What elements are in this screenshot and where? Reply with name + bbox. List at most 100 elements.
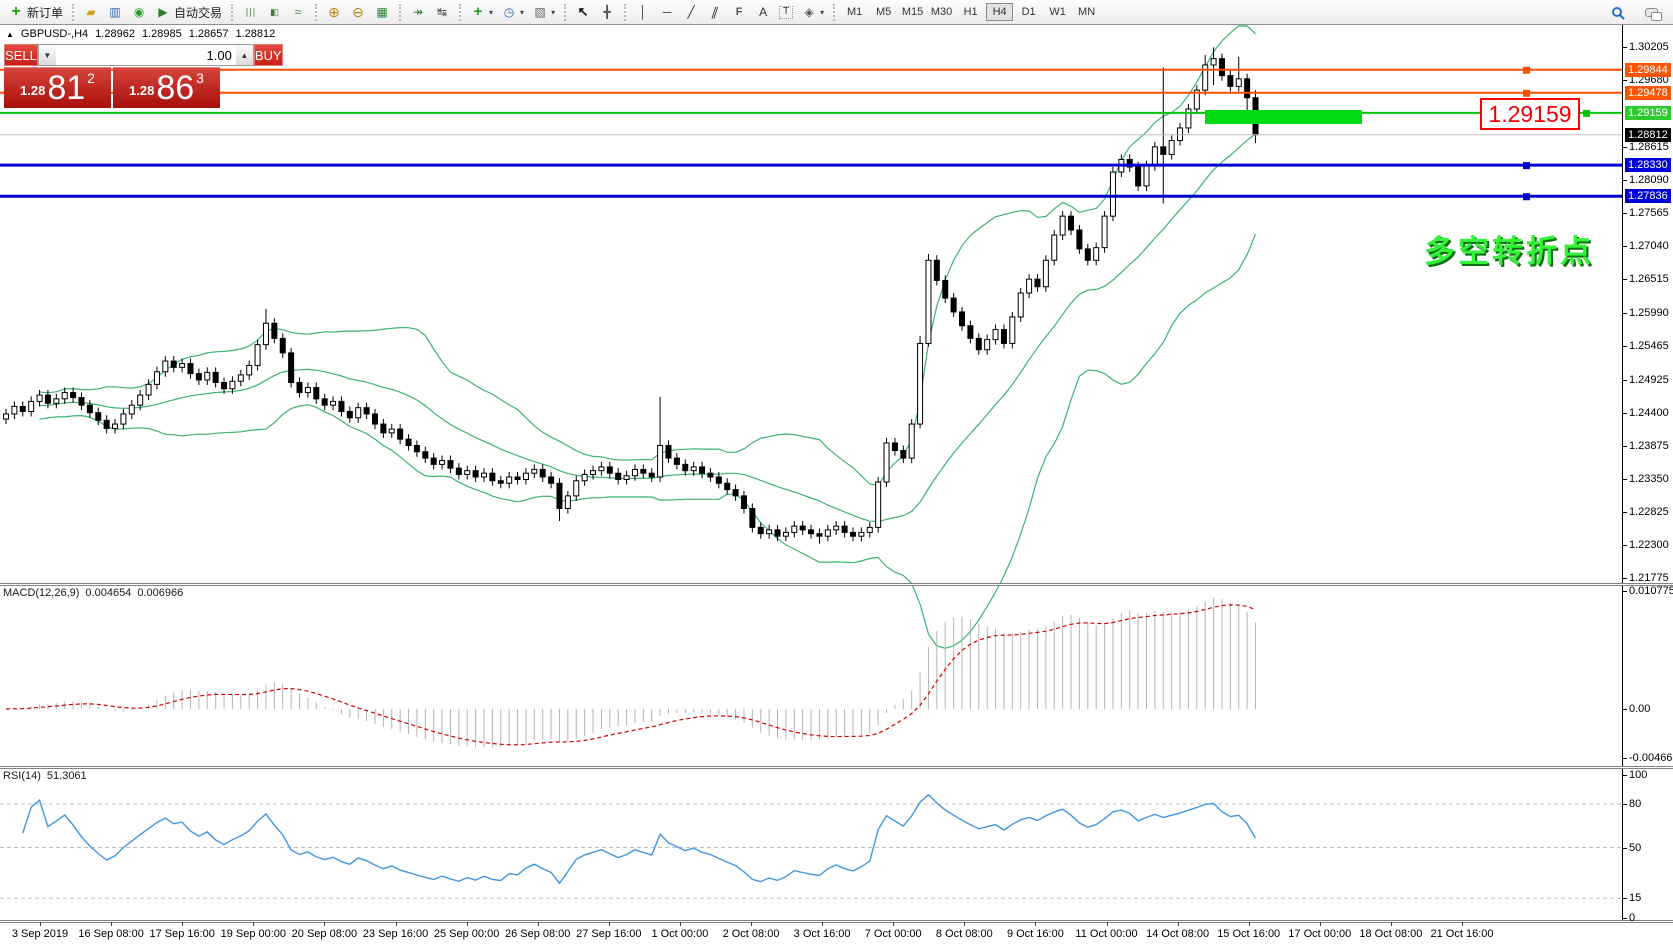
time-axis-tick — [253, 922, 255, 926]
price-axis-tick — [1623, 246, 1627, 248]
timeframe-h1-button[interactable]: H1 — [963, 6, 978, 18]
price-axis-label: 1.21775 — [1629, 572, 1669, 585]
templates-menu-button[interactable]: ▧ ▾ — [528, 2, 559, 22]
chart-shift-button[interactable]: ↹ — [430, 2, 454, 22]
crosshair-tool-button[interactable]: ╋ — [595, 2, 619, 22]
macd-signal-value: 0.006966 — [137, 587, 184, 599]
timeframe-h4-button[interactable]: H4 — [986, 3, 1014, 21]
support-bar[interactable] — [1205, 110, 1362, 124]
zoom-in-icon: ⊕ — [328, 4, 340, 20]
levels-layer — [0, 66, 1622, 201]
zoom-in-button[interactable]: ⊕ — [322, 2, 346, 22]
volume-up-button[interactable]: ▲ — [235, 45, 253, 65]
volume-down-button[interactable]: ▼ — [38, 45, 56, 65]
templates-menu-dropdown-arrow[interactable]: ▾ — [551, 7, 556, 17]
tile-windows-button[interactable]: ▦ — [370, 2, 394, 22]
toolbar-separator — [231, 3, 234, 21]
tile-icon: ▦ — [376, 5, 388, 19]
price-axis-badge: 1.29844 — [1625, 62, 1671, 77]
macd-axis-tick — [1623, 709, 1627, 710]
price-level-callout[interactable]: 1.29159 — [1480, 98, 1580, 130]
fibonacci-tool-button[interactable]: F — [727, 2, 751, 22]
pane-splitter-macd[interactable] — [0, 583, 1673, 586]
time-axis-tick — [40, 922, 41, 926]
candle-chart-mode-button[interactable]: ▮▯ — [262, 2, 286, 22]
symbol-header[interactable]: ▲ GBPUSD-,H4 1.28962 1.28985 1.28657 1.2… — [6, 28, 275, 40]
auto-scroll-button[interactable]: ↠ — [406, 2, 430, 22]
timeframe-m15-button[interactable]: M15 — [901, 6, 924, 18]
time-axis-label: 20 Sep 08:00 — [291, 928, 358, 940]
bar-chart-mode-button[interactable]: ∣∣∣ — [238, 2, 262, 22]
periods-menu-button[interactable]: ◷ ▾ — [497, 2, 528, 22]
rsi-axis-tick — [1623, 775, 1627, 776]
horizontal-line-tool-button[interactable]: ─ — [655, 2, 679, 22]
text-tool-button[interactable]: A — [751, 2, 775, 22]
price-axis-badge: 1.27836 — [1625, 189, 1671, 204]
auto-trading-label: 自动交易 — [174, 5, 223, 20]
price-axis-tick — [1623, 180, 1627, 182]
zoom-out-icon: ⊖ — [352, 4, 364, 20]
chat-button[interactable] — [1639, 2, 1663, 22]
price-axis-label: 1.23350 — [1629, 472, 1669, 485]
sell-price-tile[interactable]: 1.28 81 2 — [4, 67, 111, 108]
timeframe-m1-button[interactable]: M1 — [846, 6, 863, 18]
shapes-menu-dropdown-arrow[interactable]: ▾ — [820, 7, 825, 17]
autoscroll-icon: ↠ — [413, 5, 424, 19]
fibo-icon: F — [735, 6, 743, 18]
time-axis-label: 17 Oct 00:00 — [1288, 928, 1352, 940]
hline-icon: ─ — [662, 5, 672, 19]
timeframe-m5-button[interactable]: M5 — [875, 6, 892, 18]
price-axis-tick — [1623, 279, 1627, 281]
price-axis-badge: 1.29159 — [1625, 105, 1671, 120]
price-axis-badge: 1.29478 — [1625, 85, 1671, 100]
sell-button[interactable]: SELL — [4, 44, 38, 66]
timeframe-mn-button[interactable]: MN — [1078, 6, 1096, 18]
macd-axis-tick — [1623, 758, 1627, 759]
vertical-line-tool-button[interactable]: │ — [631, 2, 655, 22]
rsi-axis-label: 80 — [1629, 798, 1642, 810]
timeframe-d1-button[interactable]: D1 — [1021, 6, 1036, 18]
auto-trading-button[interactable]: ▶ 自动交易 — [151, 2, 226, 22]
shapes-menu-button[interactable]: ◈ ▾ — [797, 2, 828, 22]
shapes-icon: ◈ — [804, 5, 814, 19]
price-axis-label: 1.23875 — [1629, 439, 1669, 452]
line-chart-mode-button[interactable]: ≈ — [286, 2, 310, 22]
pane-splitter-rsi[interactable] — [0, 766, 1673, 769]
price-axis-tick — [1623, 545, 1627, 546]
price-axis-label: 1.24400 — [1629, 406, 1669, 419]
trendline-tool-button[interactable]: ╱ — [679, 2, 703, 22]
time-axis-label: 9 Oct 16:00 — [1006, 928, 1064, 940]
rsi-axis-label: 100 — [1629, 769, 1648, 781]
time-axis-tick — [751, 922, 752, 926]
rsi-layer — [0, 793, 1622, 899]
label-tool-button[interactable]: T — [775, 2, 797, 22]
timeframe-m30-button[interactable]: M30 — [930, 6, 953, 18]
cursor-tool-button[interactable]: ↖ — [571, 2, 595, 22]
zoom-out-button[interactable]: ⊖ — [346, 2, 370, 22]
shift-icon: ↹ — [437, 5, 448, 19]
search-button[interactable] — [1605, 2, 1629, 22]
price-axis-label: 1.28090 — [1629, 174, 1669, 187]
ohlc-high: 1.28985 — [141, 28, 182, 40]
data-window-button[interactable]: ▥ — [103, 2, 127, 22]
price-axis-label: 1.22825 — [1629, 505, 1669, 518]
rsi-label: RSI(14) 51.3061 — [3, 770, 87, 782]
price-axis-tick — [1623, 412, 1627, 414]
periods-menu-dropdown-arrow[interactable]: ▾ — [520, 7, 525, 17]
buy-price-tile[interactable]: 1.28 86 3 — [113, 67, 220, 108]
buy-button[interactable]: BUY — [253, 44, 283, 66]
volume-input[interactable] — [55, 45, 236, 65]
bars-icon: ∣∣∣ — [244, 7, 257, 17]
collapse-arrow-icon[interactable]: ▲ — [6, 29, 14, 39]
price-axis-badge: 1.28812 — [1625, 127, 1671, 142]
new-order-button[interactable]: + 新订单 — [4, 2, 67, 22]
indicators-menu-button[interactable]: + ▾ — [466, 2, 497, 22]
navigator-button[interactable]: ◉ — [127, 2, 151, 22]
price-axis-tick — [1623, 213, 1627, 215]
indicators-menu-dropdown-arrow[interactable]: ▾ — [489, 7, 494, 17]
bollinger-bands-layer — [39, 25, 1257, 649]
time-axis-tick — [1390, 922, 1392, 926]
market-watch-button[interactable]: ▰ — [79, 2, 103, 22]
timeframe-w1-button[interactable]: W1 — [1049, 6, 1066, 18]
